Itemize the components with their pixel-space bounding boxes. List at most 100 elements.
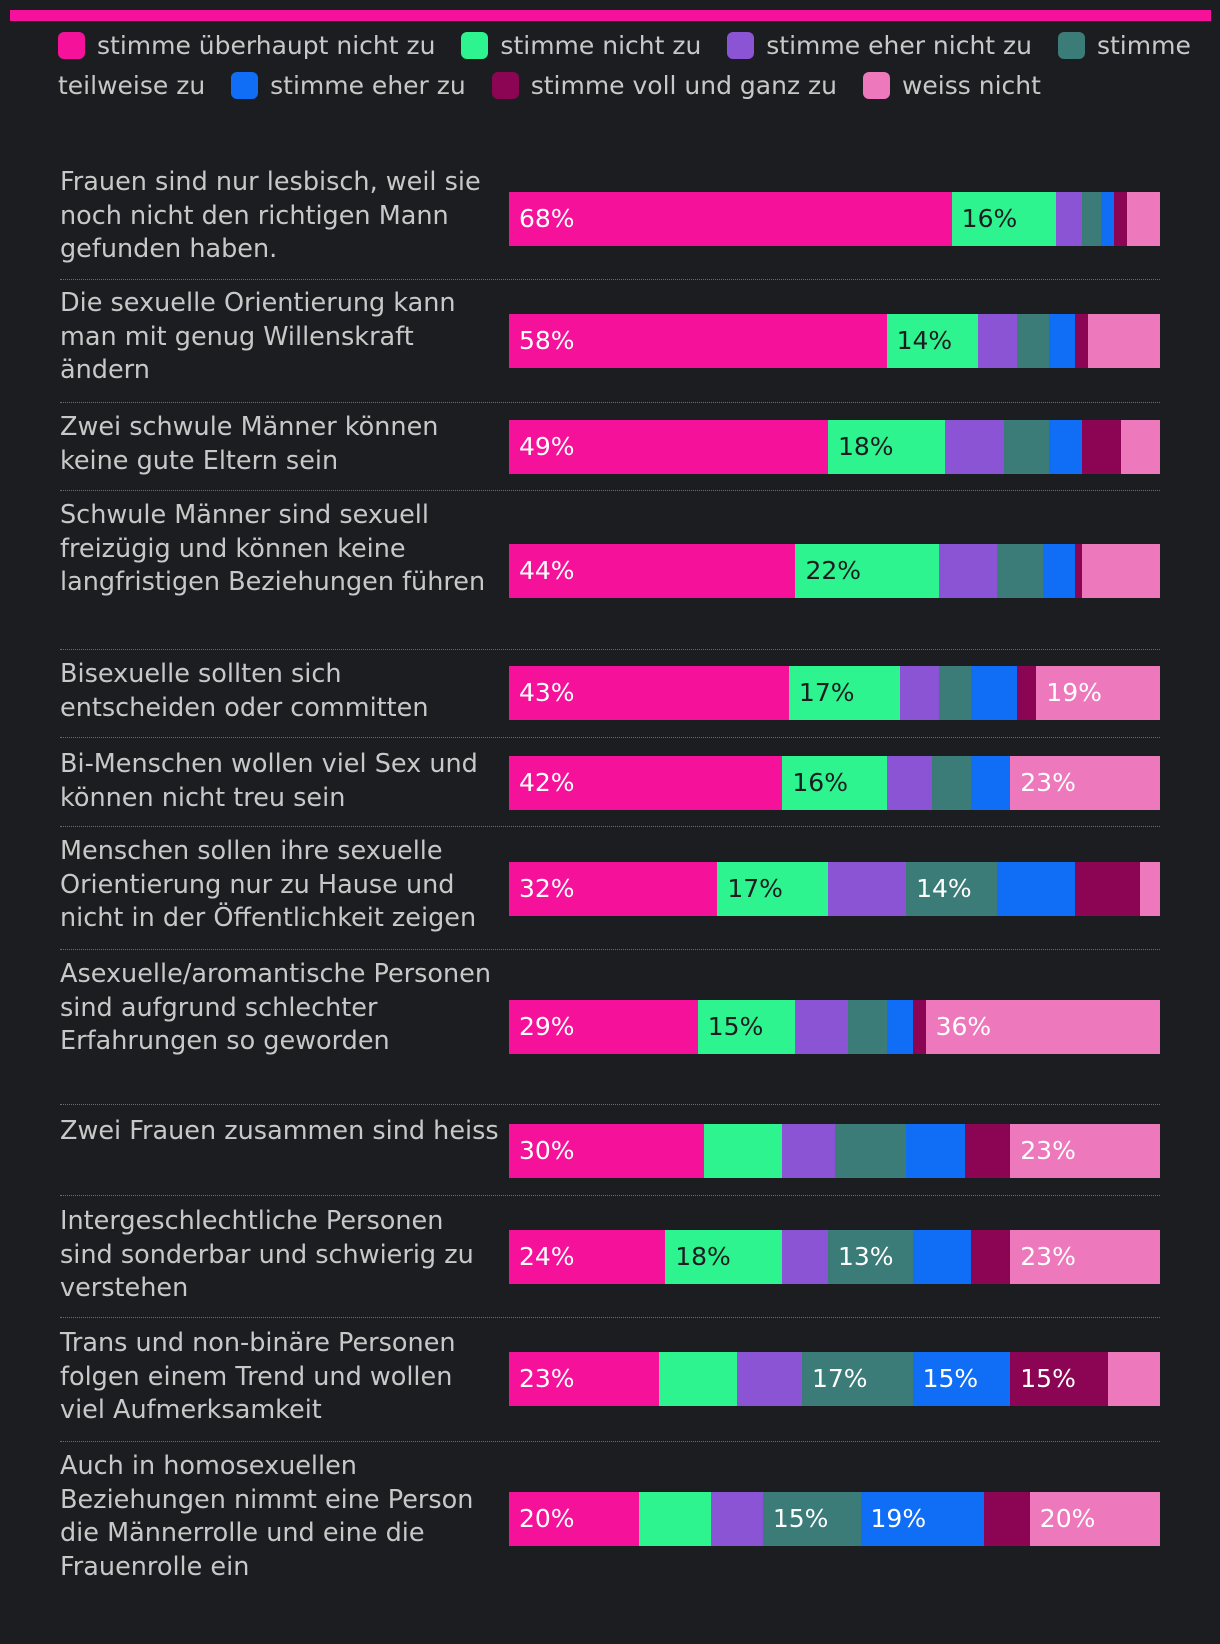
- bar-segment: [509, 862, 718, 916]
- bar-segment: [912, 1230, 972, 1284]
- bar-segment: [697, 1000, 796, 1054]
- bar-segment: [509, 420, 829, 474]
- legend-item: stimme nicht zu: [461, 31, 719, 60]
- bar-segment: [925, 1000, 1161, 1054]
- row-separator: [60, 279, 1160, 280]
- bar-segment: [1049, 314, 1076, 368]
- row-separator: [60, 949, 1160, 950]
- bar-segment: [795, 1000, 849, 1054]
- bar-segment: [1127, 192, 1161, 246]
- bar-segment: [1010, 756, 1161, 810]
- bar-segment: [827, 420, 946, 474]
- legend-label: weiss nicht: [901, 71, 1041, 100]
- row-separator: [60, 402, 1160, 403]
- bar-segment: [945, 420, 1005, 474]
- bar-segment: [788, 666, 901, 720]
- bar-segment: [658, 1352, 738, 1406]
- legend-item: weiss nicht: [862, 71, 1059, 100]
- row-separator: [60, 1441, 1160, 1442]
- bar-segment: [509, 666, 790, 720]
- bar-segment: [906, 862, 998, 916]
- bar-segment: [1055, 192, 1083, 246]
- legend-item: stimme eher zu: [231, 71, 484, 100]
- bar-segment: [827, 862, 907, 916]
- bar-segment: [938, 666, 972, 720]
- bar-segment: [639, 1492, 712, 1546]
- bar-segment: [509, 756, 783, 810]
- legend-label: stimme eher nicht zu: [766, 31, 1033, 60]
- legend-swatch: [1057, 32, 1085, 59]
- bar-segment: [710, 1492, 764, 1546]
- bar-segment: [906, 1124, 966, 1178]
- bar-segment: [1010, 1352, 1109, 1406]
- bar-segment: [971, 666, 1018, 720]
- legend: stimme überhaupt nicht zu stimme nicht z…: [58, 26, 1208, 106]
- legend-label: stimme teilweise zu: [58, 31, 1191, 100]
- bar-segment: [717, 862, 829, 916]
- bar-segment: [704, 1124, 783, 1178]
- bar-segment: [1075, 544, 1083, 598]
- category-label: Zwei schwule Männer können keine gute El…: [60, 412, 439, 476]
- bar-segment: [997, 544, 1044, 598]
- legend-swatch: [58, 32, 85, 59]
- legend-item: stimme überhaupt nicht zu: [58, 31, 453, 60]
- legend-label: stimme eher zu: [270, 71, 466, 100]
- row-separator: [60, 737, 1160, 738]
- bar-segment: [964, 1124, 1011, 1178]
- row-separator: [60, 490, 1160, 491]
- bar-segment: [899, 666, 940, 720]
- bar-segment: [782, 1230, 829, 1284]
- bar-segment: [977, 314, 1018, 368]
- legend-swatch: [231, 72, 259, 99]
- bar-segment: [509, 314, 888, 368]
- category-label: Auch in homosexuellen Beziehungen nimmt …: [60, 1451, 474, 1582]
- category-label: Trans und non-binäre Personen folgen ein…: [60, 1328, 456, 1425]
- row-separator: [60, 1195, 1160, 1196]
- bar-segment: [509, 192, 953, 246]
- category-label: Bisexuelle sollten sich entscheiden oder…: [60, 659, 429, 723]
- bar-segment: [1120, 420, 1161, 474]
- row-separator: [60, 649, 1160, 650]
- bar-segment: [1003, 420, 1050, 474]
- bar-segment: [1081, 420, 1122, 474]
- category-label: Asexuelle/aromantische Personen sind auf…: [60, 959, 492, 1056]
- legend-label: stimme überhaupt nicht zu: [97, 31, 436, 60]
- bar-segment: [1114, 192, 1128, 246]
- bar-segment: [509, 1124, 705, 1178]
- row-separator: [60, 1104, 1160, 1105]
- bar-segment: [847, 1000, 888, 1054]
- bar-segment: [1081, 192, 1102, 246]
- bar-segment: [1036, 666, 1161, 720]
- legend-label: stimme nicht zu: [500, 31, 702, 60]
- bar-segment: [1075, 862, 1141, 916]
- bar-segment: [782, 756, 888, 810]
- bar-segment: [886, 1000, 914, 1054]
- category-label: Schwule Männer sind sexuell freizügig un…: [60, 500, 486, 597]
- bar-segment: [932, 756, 972, 810]
- bar-segment: [509, 1352, 660, 1406]
- row-separator: [60, 1317, 1160, 1318]
- bar-segment: [1010, 1124, 1161, 1178]
- bar-segment: [509, 544, 796, 598]
- bar-segment: [1049, 420, 1083, 474]
- bar-segment: [1016, 666, 1037, 720]
- bar-segment: [1107, 1352, 1161, 1406]
- bar-segment: [762, 1492, 862, 1546]
- bar-segment: [834, 1124, 907, 1178]
- bar-segment: [665, 1230, 783, 1284]
- bar-segment: [997, 862, 1076, 916]
- category-label: Bi-Menschen wollen viel Sex und können n…: [60, 749, 478, 813]
- bar-segment: [912, 1000, 927, 1054]
- bar-segment: [736, 1352, 803, 1406]
- legend-item: stimme eher nicht zu: [727, 31, 1050, 60]
- legend-swatch: [862, 72, 890, 99]
- bar-segment: [1081, 544, 1161, 598]
- bar-segment: [984, 1492, 1031, 1546]
- bar-segment: [860, 1492, 985, 1546]
- bar-segment: [509, 1492, 640, 1546]
- legend-swatch: [491, 72, 519, 99]
- bar-segment: [1075, 314, 1089, 368]
- bar-segment: [509, 1230, 666, 1284]
- legend-item: stimme voll und ganz zu: [491, 71, 855, 100]
- bar-segment: [801, 1352, 914, 1406]
